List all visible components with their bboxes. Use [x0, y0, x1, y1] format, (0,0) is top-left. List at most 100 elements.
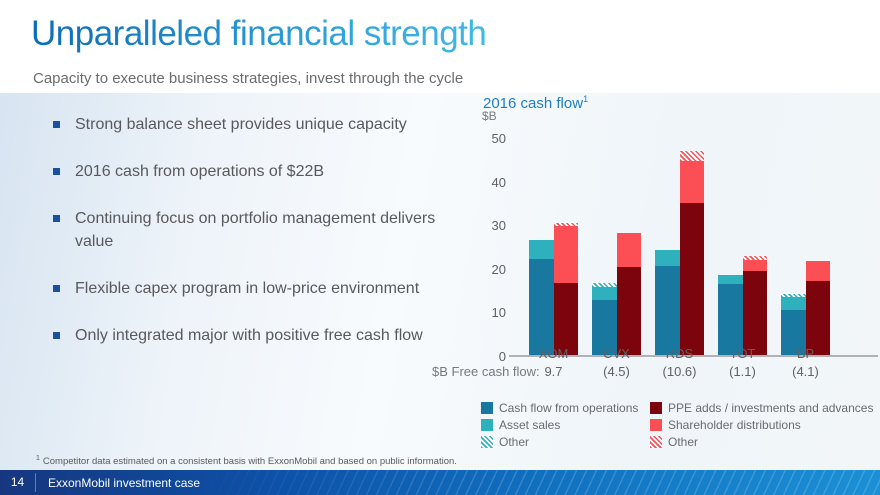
bar-segment: [718, 275, 743, 285]
bullet-square-icon: [53, 168, 60, 175]
company-label: BP: [796, 346, 815, 361]
legend-item: Cash flow from operations: [481, 399, 650, 416]
legend-swatch-icon: [650, 401, 662, 414]
chart-title: 2016 cash flow1: [483, 94, 589, 112]
bullet-square-icon: [53, 332, 60, 339]
bar-segment: [781, 310, 806, 355]
bullet-item: Strong balance sheet provides unique cap…: [53, 113, 453, 136]
y-axis: 0 10 20 30 40 50: [480, 131, 506, 364]
plot-area: 0 10 20 30 40 50: [480, 131, 880, 364]
bar-segment: [781, 297, 806, 311]
bar-segment: [655, 249, 680, 266]
sources-bar-xom: [529, 240, 554, 355]
free-cash-flow-value: (10.6): [662, 364, 697, 379]
bar-segment: [592, 286, 617, 300]
legend-swatch-icon: [481, 418, 493, 431]
bar-segment: [679, 203, 704, 355]
uses-bar-bp: [805, 261, 830, 355]
sources-bar-rds: [655, 249, 680, 355]
x-axis-labels: XOM CVX RDS TOT BP: [509, 346, 878, 361]
bullet-text: Only integrated major with positive free…: [75, 327, 423, 344]
y-axis-unit-label: $B: [482, 109, 497, 123]
free-cash-flow-row: $B Free cash flow: 9.7 (4.5) (10.6) (1.1) (4…: [432, 364, 878, 379]
bullet-text: Strong balance sheet provides unique cap…: [75, 116, 407, 133]
uses-bar-xom: [553, 222, 578, 355]
company-label: CVX: [603, 346, 630, 361]
legend-swatch-icon: [650, 418, 662, 431]
bullet-square-icon: [53, 215, 60, 222]
free-cash-flow-value: 9.7: [544, 364, 563, 379]
legend-item: PPE adds / investments and advances: [650, 399, 873, 416]
bar-segment: [553, 222, 578, 226]
bar-segment: [529, 240, 554, 260]
legend-uses-column: PPE adds / investments and advances Share…: [650, 399, 873, 450]
legend-label: Other: [668, 434, 699, 449]
bar-segment: [781, 293, 806, 298]
bar-segment: [655, 265, 680, 355]
bullet-list: Strong balance sheet provides unique cap…: [53, 113, 453, 371]
bar-pair-cvx: [592, 232, 641, 355]
free-cash-flow-values: 9.7 (4.5) (10.6) (1.1) (4.1): [509, 364, 878, 379]
legend-label: Other: [499, 434, 530, 449]
bar-pair-xom: [529, 222, 578, 355]
content-band: Strong balance sheet provides unique cap…: [0, 93, 880, 470]
uses-bar-tot: [742, 255, 767, 355]
bar-segment: [592, 282, 617, 287]
bar-pair-bp: [781, 261, 830, 355]
legend-item: Other: [650, 433, 873, 450]
bullet-item: 2016 cash from operations of $22B: [53, 160, 453, 183]
page-subtitle: Capacity to execute business strategies,…: [33, 70, 464, 87]
company-label: TOT: [729, 346, 756, 361]
company-label: RDS: [665, 346, 694, 361]
y-tick-label: 10: [491, 305, 506, 321]
chart-legend: Cash flow from operations Asset sales Othe…: [481, 399, 880, 450]
legend-item: Shareholder distributions: [650, 416, 873, 433]
bar-segment: [553, 225, 578, 283]
legend-swatch-icon: [481, 435, 493, 448]
footnote-ref: 1: [583, 94, 589, 104]
uses-bar-cvx: [616, 232, 641, 355]
free-cash-flow-value: (1.1): [729, 364, 756, 379]
bullet-text: Flexible capex program in low-price envi…: [75, 280, 420, 297]
bar-pair-rds: [655, 151, 704, 355]
bar-segment: [529, 259, 554, 355]
sources-bar-tot: [718, 275, 743, 355]
legend-item: Other: [481, 433, 650, 450]
bars-container: [509, 139, 878, 357]
y-tick-label: 0: [498, 349, 506, 364]
legend-swatch-icon: [481, 401, 493, 414]
legend-label: PPE adds / investments and advances: [668, 400, 874, 415]
free-cash-flow-value: (4.5): [603, 364, 630, 379]
y-tick-label: 50: [491, 131, 506, 146]
legend-label: Shareholder distributions: [668, 417, 801, 432]
bullet-item: Continuing focus on portfolio management…: [53, 207, 453, 253]
legend-label: Cash flow from operations: [499, 400, 639, 415]
footnote: 1 Competitor data estimated on a consiste…: [36, 455, 457, 468]
sources-bar-bp: [781, 293, 806, 355]
bar-segment: [805, 261, 830, 281]
page-title: Unparalleled financial strength: [31, 14, 487, 53]
bar-segment: [742, 271, 767, 355]
bar-segment: [553, 282, 578, 355]
bullet-square-icon: [53, 121, 60, 128]
free-cash-flow-value: (4.1): [792, 364, 819, 379]
bar-segment: [616, 266, 641, 355]
bar-segment: [616, 232, 641, 267]
y-tick-label: 40: [491, 174, 506, 190]
bar-segment: [742, 259, 767, 272]
legend-swatch-icon: [650, 435, 662, 448]
bar-segment: [805, 280, 830, 355]
bar-pair-tot: [718, 255, 767, 355]
bar-segment: [679, 161, 704, 204]
bar-segment: [718, 284, 743, 355]
bar-segment: [592, 299, 617, 355]
free-cash-flow-label: $B Free cash flow:: [432, 364, 540, 379]
y-tick-label: 20: [491, 261, 506, 277]
company-label: XOM: [538, 346, 569, 361]
bullet-text: Continuing focus on portfolio management…: [75, 210, 436, 250]
uses-bar-rds: [679, 151, 704, 355]
bullet-item: Flexible capex program in low-price envi…: [53, 277, 453, 300]
legend-label: Asset sales: [499, 417, 561, 432]
bullet-text: 2016 cash from operations of $22B: [75, 163, 325, 180]
